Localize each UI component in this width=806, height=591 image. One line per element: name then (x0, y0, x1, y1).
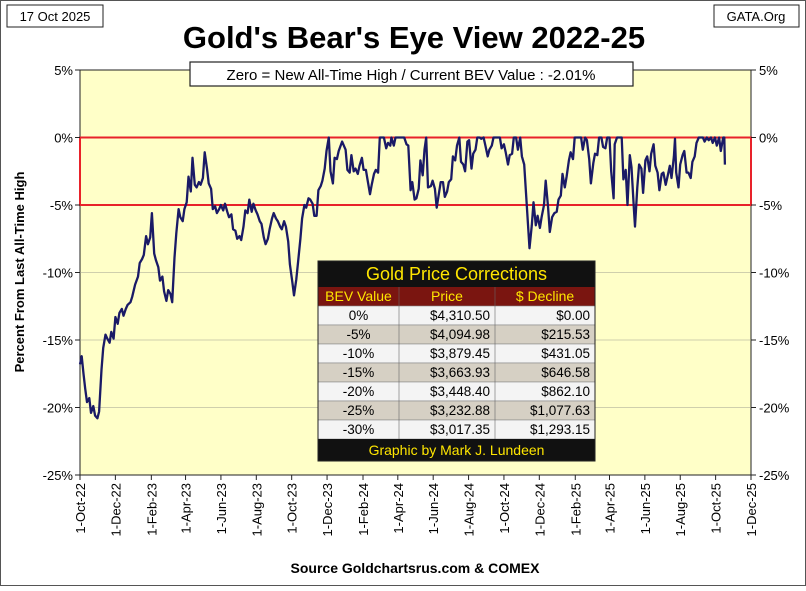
table-footer: Graphic by Mark J. Lundeen (369, 442, 545, 458)
table-border (317, 260, 596, 462)
table-cell: -5% (346, 327, 370, 342)
source-note: Source Goldchartsrus.com & COMEX (291, 560, 541, 576)
y-tick-label-right: -10% (759, 266, 790, 281)
table-cell: $646.58 (541, 365, 590, 380)
x-tick-label: 1-Dec-25 (744, 483, 759, 536)
table-cell: -25% (343, 403, 375, 418)
y-tick-label-right: -25% (759, 468, 790, 483)
x-tick-label: 1-Dec-22 (108, 483, 123, 536)
y-tick-label: 5% (54, 63, 73, 78)
subtitle-box: Zero = New All-Time High / Current BEV V… (189, 61, 634, 87)
table-footer-bar (318, 439, 595, 461)
y-tick-label-right: -15% (759, 333, 790, 348)
table-header-cell: $ Decline (516, 288, 575, 304)
x-tick-label: 1-Apr-25 (602, 483, 617, 534)
table-cell: -10% (343, 346, 375, 361)
table-cell: -20% (343, 384, 375, 399)
table-title-bar (318, 261, 595, 287)
table-cell: $0.00 (556, 308, 590, 323)
table-cell: $1,077.63 (530, 403, 590, 418)
y-tick-label-right: 0% (759, 131, 778, 146)
x-tick-label: 1-Apr-24 (391, 483, 406, 534)
x-tick-label: 1-Jun-24 (426, 483, 441, 534)
x-tick-label: 1-Dec-24 (532, 483, 547, 536)
y-tick-label: -15% (43, 333, 74, 348)
y-tick-label: -10% (43, 266, 74, 281)
table-cell: $4,310.50 (430, 308, 490, 323)
x-tick-label: 1-Aug-23 (249, 483, 264, 536)
table-cell: $3,232.88 (430, 403, 490, 418)
x-tick-label: 1-Jun-25 (638, 483, 653, 534)
x-tick-label: 1-Aug-24 (462, 483, 477, 536)
x-tick-label: 1-Apr-23 (179, 483, 194, 534)
y-tick-label-right: 5% (759, 63, 778, 78)
y-tick-label: -5% (50, 198, 74, 213)
chart-title: Gold's Bear's Eye View 2022-25 (183, 20, 645, 55)
x-tick-label: 1-Oct-25 (709, 483, 724, 534)
x-tick-label: 1-Oct-23 (285, 483, 300, 534)
series-line (78, 136, 727, 420)
table-cell: $1,293.15 (530, 422, 590, 437)
table-cell: 0% (349, 308, 369, 323)
table-cell: -15% (343, 365, 375, 380)
table-cell: $3,448.40 (430, 384, 490, 399)
y-tick-label: 0% (54, 131, 73, 146)
highlight-band (79, 136, 752, 206)
table-cell: $3,879.45 (430, 346, 490, 361)
table-cell: -30% (343, 422, 375, 437)
credit-box: GATA.Org (713, 4, 800, 28)
table-cell: $215.53 (541, 327, 590, 342)
credit-label: GATA.Org (727, 9, 786, 24)
table-title: Gold Price Corrections (366, 264, 547, 284)
table-cell: $862.10 (541, 384, 590, 399)
y-tick-label: -20% (43, 401, 74, 416)
table-cell: $4,094.98 (430, 327, 490, 342)
x-tick-label: 1-Feb-25 (568, 483, 583, 536)
table-cell: $3,663.93 (430, 365, 490, 380)
date-label: 17 Oct 2025 (20, 9, 91, 24)
table-header-cell: BEV Value (325, 288, 392, 304)
table-cell: $3,017.35 (430, 422, 490, 437)
y-axis: 5% 5% 0% 0% -5% -5% -10% -10% -15% -15% -20% -20% -2… (43, 63, 790, 483)
y-axis-title: Percent From Last All-Time High (12, 172, 27, 373)
chart-subtitle: Zero = New All-Time High / Current BEV V… (227, 67, 596, 84)
x-tick-label: 1-Feb-23 (144, 483, 159, 536)
x-tick-label: 1-Feb-24 (356, 483, 371, 536)
band-rectangle (79, 136, 752, 206)
date-box: 17 Oct 2025 (6, 4, 104, 28)
y-tick-label: -25% (43, 468, 74, 483)
table-header-row (318, 287, 595, 306)
table-cell: $431.05 (541, 346, 590, 361)
y-tick-label-right: -5% (759, 198, 783, 213)
x-tick-label: 1-Oct-22 (73, 483, 88, 534)
x-tick-label: 1-Dec-23 (320, 483, 335, 536)
x-tick-label: 1-Oct-24 (497, 483, 512, 534)
corrections-table: Gold Price Corrections BEV Value Price $ De… (317, 260, 596, 462)
table-header-cell: Price (431, 288, 463, 304)
series-layer (78, 136, 727, 420)
x-tick-label: 1-Jun-23 (214, 483, 229, 534)
y-tick-label-right: -20% (759, 401, 790, 416)
x-axis: 1-Oct-22 1-Dec-22 1-Feb-23 1-Apr-23 1-Jun-23… (73, 475, 759, 536)
x-tick-label: 1-Aug-25 (673, 483, 688, 536)
